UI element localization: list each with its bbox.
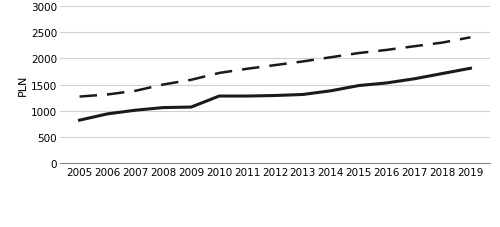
Monthly average disposable income per capita <box>328 90 334 93</box>
Avarage retirement pension <box>104 94 110 96</box>
Monthly average disposable income per capita <box>244 95 250 98</box>
Avarage retirement pension <box>328 57 334 59</box>
Avarage retirement pension <box>76 96 82 99</box>
Avarage retirement pension <box>216 72 222 75</box>
Avarage retirement pension <box>440 42 446 45</box>
Avarage retirement pension <box>160 84 166 86</box>
Avarage retirement pension <box>300 61 306 64</box>
Avarage retirement pension <box>132 90 138 93</box>
Monthly average disposable income per capita <box>132 109 138 112</box>
Avarage retirement pension <box>272 64 278 67</box>
Monthly average disposable income per capita <box>160 107 166 109</box>
Line: Avarage retirement pension: Avarage retirement pension <box>80 38 470 97</box>
Avarage retirement pension <box>384 49 390 52</box>
Monthly average disposable income per capita <box>468 68 473 70</box>
Monthly average disposable income per capita <box>216 95 222 98</box>
Monthly average disposable income per capita <box>412 78 418 81</box>
Avarage retirement pension <box>356 52 362 55</box>
Avarage retirement pension <box>244 68 250 71</box>
Avarage retirement pension <box>188 79 194 82</box>
Y-axis label: PLN: PLN <box>18 74 28 96</box>
Avarage retirement pension <box>468 37 473 39</box>
Line: Monthly average disposable income per capita: Monthly average disposable income per ca… <box>80 69 470 121</box>
Monthly average disposable income per capita <box>440 73 446 76</box>
Avarage retirement pension <box>412 46 418 48</box>
Monthly average disposable income per capita <box>104 113 110 116</box>
Monthly average disposable income per capita <box>356 85 362 88</box>
Monthly average disposable income per capita <box>272 95 278 97</box>
Monthly average disposable income per capita <box>300 94 306 96</box>
Monthly average disposable income per capita <box>384 82 390 85</box>
Monthly average disposable income per capita <box>188 106 194 109</box>
Monthly average disposable income per capita <box>76 119 82 122</box>
